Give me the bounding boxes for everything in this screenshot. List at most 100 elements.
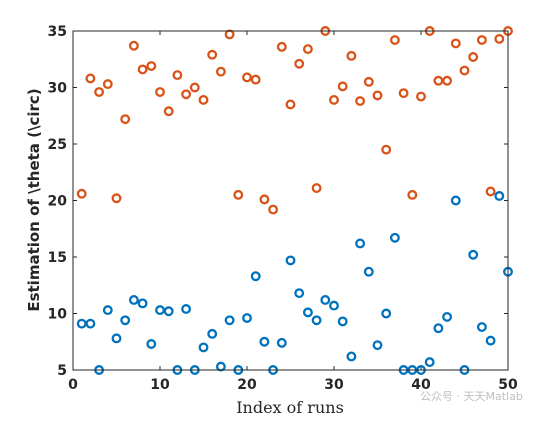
data-point — [181, 89, 192, 100]
data-point — [224, 315, 235, 326]
data-point — [329, 300, 339, 311]
data-point — [102, 79, 113, 90]
data-point — [329, 94, 339, 105]
x-tick-label: 10 — [150, 377, 170, 393]
data-point — [476, 322, 487, 333]
data-point — [459, 65, 470, 76]
data-point — [259, 194, 270, 205]
data-point — [285, 255, 296, 266]
data-point — [294, 288, 305, 299]
data-point — [250, 74, 261, 85]
data-point — [276, 337, 287, 348]
data-point — [181, 304, 192, 314]
data-point — [198, 94, 209, 105]
data-point — [233, 189, 244, 200]
data-point — [155, 305, 165, 316]
data-point — [111, 333, 122, 344]
data-point — [85, 73, 96, 84]
data-point — [85, 318, 96, 329]
y-tick-label: 10 — [48, 307, 68, 323]
data-point — [337, 81, 348, 92]
data-point — [155, 87, 165, 97]
data-point — [381, 144, 392, 155]
data-point — [398, 88, 409, 99]
data-point — [189, 82, 200, 93]
data-point — [468, 249, 479, 260]
data-point — [285, 99, 296, 110]
data-point — [355, 238, 366, 249]
data-point — [494, 191, 505, 201]
y-tick-label: 25 — [48, 137, 67, 153]
data-point — [381, 308, 392, 319]
data-point — [215, 66, 226, 77]
y-axis-label: Estimation of \theta (\circ) — [25, 88, 43, 311]
data-point — [207, 328, 218, 339]
data-point — [137, 64, 148, 75]
data-point — [120, 315, 131, 326]
x-tick-label: 40 — [411, 377, 431, 393]
data-point — [450, 38, 461, 49]
data-point — [442, 75, 453, 86]
data-point — [372, 90, 383, 101]
data-point — [172, 70, 183, 81]
data-point — [137, 298, 148, 309]
data-point — [476, 35, 487, 45]
series-1 — [76, 26, 513, 215]
data-point — [311, 183, 322, 194]
y-tick-label: 15 — [48, 250, 67, 266]
data-point — [207, 49, 218, 60]
marks-layer — [76, 26, 513, 375]
data-point — [416, 91, 426, 102]
x-tick-label: 30 — [324, 377, 344, 393]
data-point — [94, 87, 105, 97]
data-point — [346, 351, 357, 362]
data-point — [268, 204, 279, 215]
watermark-text: 公众号 · 天天Matlab — [420, 390, 523, 403]
data-point — [146, 61, 157, 71]
data-point — [198, 342, 209, 353]
ticks-layer: 0 10 20 30 40 50 5 10 15 20 25 30 35 — [48, 24, 518, 393]
y-tick-label: 20 — [48, 194, 68, 210]
data-point — [276, 41, 287, 52]
data-point — [259, 336, 270, 347]
data-point — [294, 58, 305, 69]
data-point — [302, 307, 313, 318]
data-point — [111, 193, 122, 204]
data-point — [468, 52, 479, 62]
data-point — [302, 44, 313, 55]
data-point — [363, 266, 374, 277]
data-point — [163, 106, 174, 117]
data-point — [242, 72, 252, 83]
y-tick-label: 30 — [48, 81, 68, 97]
series-2 — [76, 191, 513, 375]
x-tick-label: 0 — [68, 377, 78, 393]
data-point — [120, 114, 131, 125]
data-point — [389, 35, 400, 45]
data-point — [128, 40, 139, 51]
data-point — [494, 33, 505, 44]
y-tick-label: 35 — [48, 24, 67, 40]
data-point — [363, 76, 374, 87]
data-point — [389, 232, 400, 243]
data-point — [128, 294, 139, 305]
data-point — [242, 313, 252, 323]
data-point — [485, 335, 496, 346]
data-point — [485, 186, 496, 197]
data-point — [450, 195, 461, 206]
x-axis-label: Index of runs — [236, 398, 344, 417]
data-point — [320, 294, 331, 305]
data-point — [424, 357, 435, 368]
data-point — [407, 189, 418, 200]
data-point — [355, 96, 366, 107]
x-tick-label: 50 — [498, 377, 518, 393]
data-point — [163, 306, 174, 317]
plot-background — [73, 31, 508, 370]
plot-frame — [72, 30, 509, 371]
data-point — [146, 339, 157, 349]
data-point — [442, 311, 453, 322]
data-point — [102, 305, 113, 316]
data-point — [250, 271, 261, 282]
data-point — [433, 323, 444, 334]
